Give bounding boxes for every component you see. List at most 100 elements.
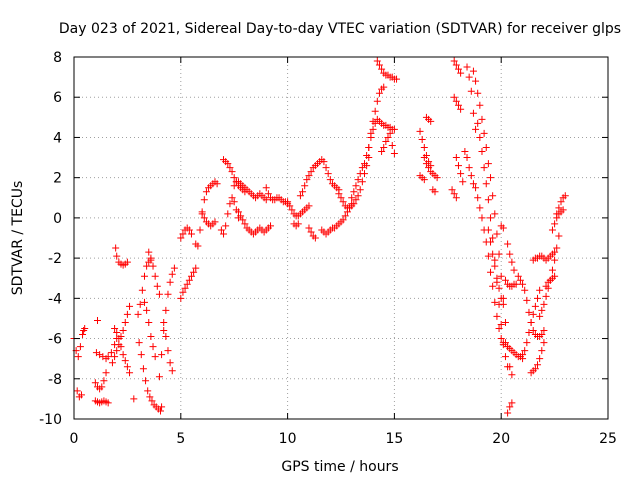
data-point — [98, 383, 106, 391]
data-point — [113, 347, 121, 355]
data-point — [384, 133, 392, 141]
data-point — [534, 294, 542, 302]
data-point — [307, 228, 315, 236]
data-point — [420, 154, 428, 162]
data-point — [369, 125, 377, 133]
data-point — [373, 97, 381, 105]
series-track-34 — [348, 119, 379, 202]
data-point — [198, 208, 206, 216]
series-track-33 — [335, 154, 373, 212]
series-track-42 — [422, 113, 435, 125]
series-track-52 — [472, 184, 507, 349]
data-point — [121, 318, 129, 326]
data-point — [422, 160, 430, 168]
data-point — [137, 351, 145, 359]
data-point — [540, 339, 548, 347]
data-point — [367, 129, 375, 137]
data-point — [510, 266, 518, 274]
data-point — [76, 343, 84, 351]
series-track-54 — [497, 222, 507, 232]
data-point — [523, 339, 531, 347]
series-track-14 — [145, 248, 163, 298]
data-point — [465, 164, 473, 172]
x-axis-ticks: 0 5 10 15 20 25 — [70, 57, 617, 447]
data-point — [476, 133, 484, 141]
data-point — [123, 310, 131, 318]
series-track-62 — [529, 248, 559, 264]
series-track-28 — [290, 220, 302, 230]
data-point — [380, 83, 388, 91]
data-point — [506, 403, 514, 411]
series-track-37 — [373, 115, 398, 133]
data-point — [499, 224, 507, 232]
data-point — [339, 198, 347, 206]
data-point — [237, 212, 245, 220]
data-point — [551, 248, 559, 256]
y-tick-label: 0 — [53, 211, 62, 227]
data-point — [185, 276, 193, 284]
data-point — [529, 310, 537, 318]
data-point — [307, 168, 315, 176]
data-point — [540, 327, 548, 335]
data-point — [166, 359, 174, 367]
data-point — [148, 397, 156, 405]
series-track-57 — [504, 240, 518, 274]
data-point — [348, 194, 356, 202]
data-point — [378, 148, 386, 156]
data-point — [369, 117, 377, 125]
data-point — [337, 194, 345, 202]
data-point — [427, 117, 435, 125]
data-point — [551, 256, 559, 264]
x-tick-label: 15 — [385, 431, 403, 447]
data-point — [538, 347, 546, 355]
data-point — [341, 212, 349, 220]
data-point — [512, 280, 520, 288]
data-point — [506, 250, 514, 258]
data-point — [267, 222, 275, 230]
data-point — [525, 329, 533, 337]
data-point — [553, 244, 561, 252]
y-tick-label: 4 — [53, 130, 62, 146]
data-point — [147, 333, 155, 341]
x-tick-label: 25 — [599, 431, 617, 447]
data-point — [155, 290, 163, 298]
data-point — [491, 298, 499, 306]
y-axis-label: SDTVAR / TECUs — [10, 181, 26, 296]
data-point — [151, 272, 159, 280]
series-track-59 — [514, 272, 548, 341]
data-point — [467, 172, 475, 180]
data-point — [339, 216, 347, 224]
data-point — [121, 357, 129, 365]
series-track-10 — [130, 395, 138, 403]
data-point — [164, 290, 172, 298]
series-track-43 — [429, 186, 439, 196]
data-point — [548, 266, 556, 274]
data-point — [489, 250, 497, 258]
data-point — [354, 192, 362, 200]
data-point — [301, 182, 309, 190]
x-tick-label: 0 — [70, 431, 79, 447]
data-point — [373, 57, 381, 65]
data-point — [508, 258, 516, 266]
data-point — [140, 272, 148, 280]
data-point — [102, 369, 110, 377]
data-point — [322, 164, 330, 172]
data-point — [538, 331, 546, 339]
data-point — [190, 268, 198, 276]
data-point — [112, 244, 120, 252]
series-track-47 — [448, 186, 460, 202]
data-point — [74, 353, 82, 361]
data-point — [457, 69, 465, 77]
data-point — [487, 214, 495, 222]
data-point — [519, 280, 527, 288]
series-track-18 — [177, 224, 195, 242]
series-track-29 — [296, 156, 328, 200]
data-point — [393, 75, 401, 83]
data-point — [113, 329, 121, 337]
series-track-05 — [92, 335, 121, 363]
data-point — [93, 316, 101, 324]
chart-title: Day 023 of 2021, Sidereal Day-to-day VTE… — [59, 21, 621, 37]
series-track-66 — [553, 192, 569, 218]
data-point — [79, 331, 87, 339]
data-point — [294, 220, 302, 228]
